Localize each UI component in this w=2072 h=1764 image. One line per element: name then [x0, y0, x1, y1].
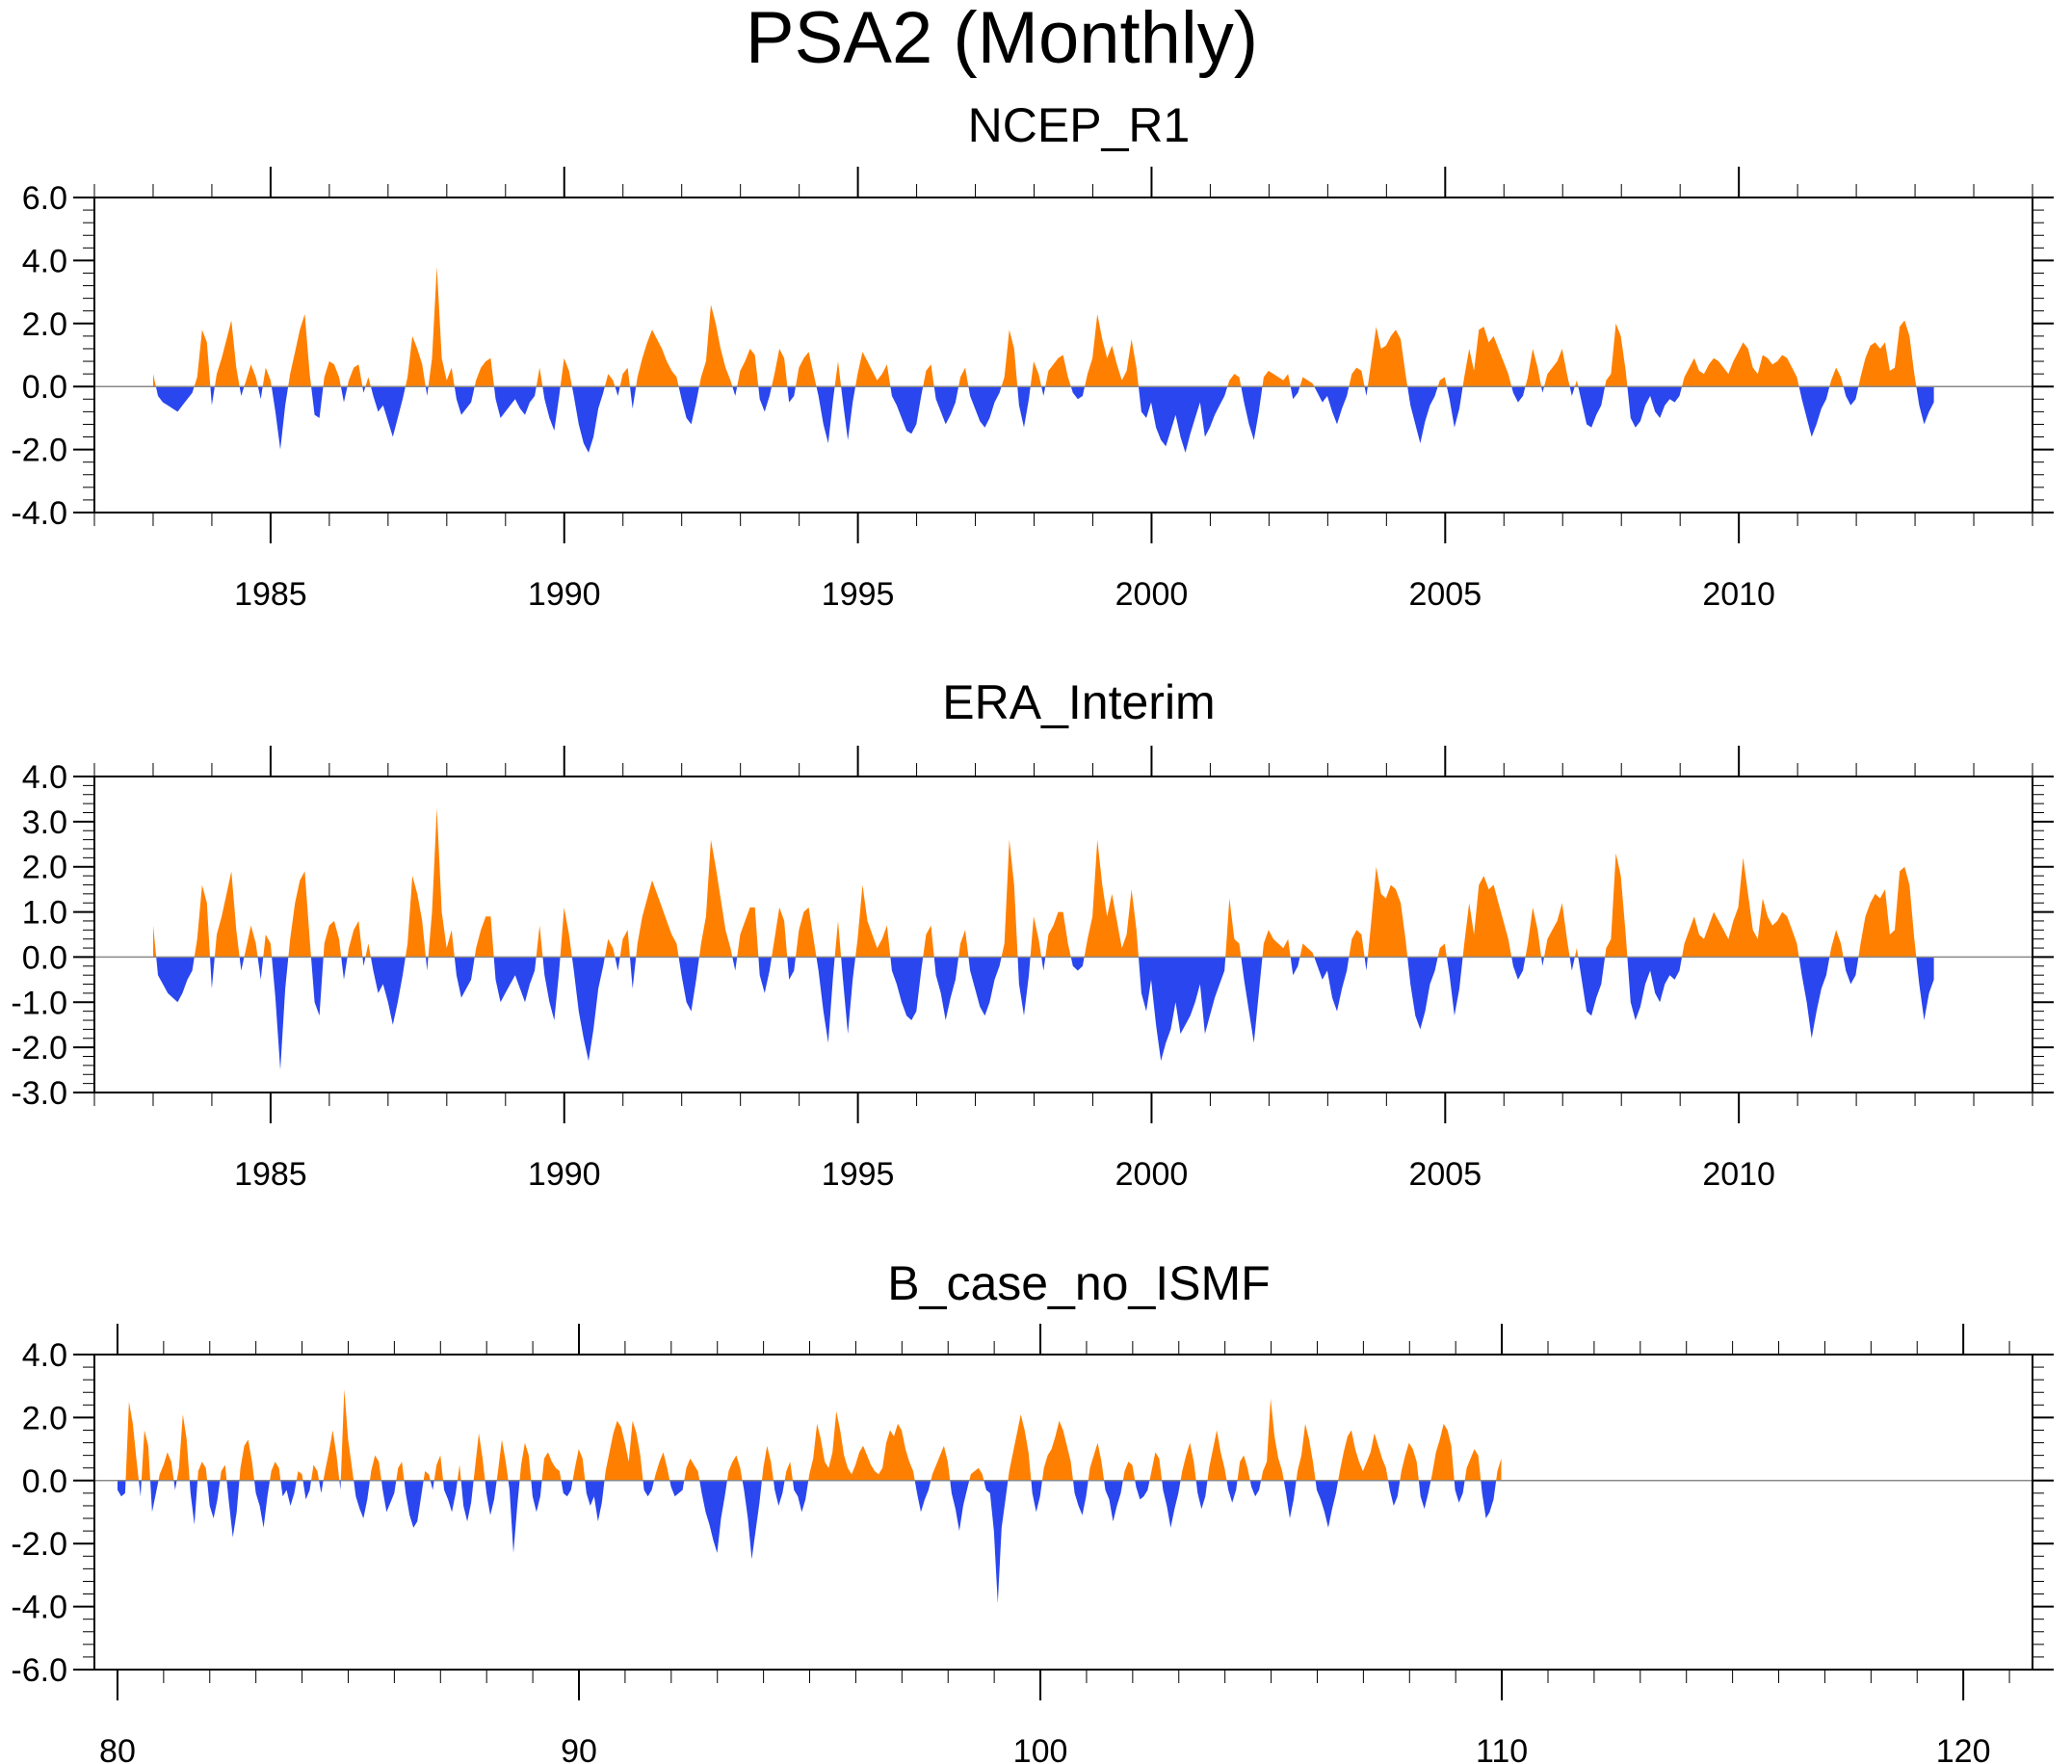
x-tick-label: 1990 — [528, 576, 601, 613]
y-tick-label: 2.0 — [22, 306, 67, 343]
y-tick-label: 2.0 — [22, 1400, 67, 1436]
y-tick-label: 4.0 — [22, 1337, 67, 1374]
y-tick-label: 0.0 — [22, 939, 67, 976]
x-tick-label: 2005 — [1408, 576, 1482, 613]
x-tick-label: 80 — [99, 1733, 136, 1764]
x-tick-label: 90 — [561, 1733, 597, 1764]
series-area-positive-ncep-r1 — [153, 266, 1917, 387]
y-tick-label: 2.0 — [22, 850, 67, 886]
y-tick-label: 1.0 — [22, 895, 67, 932]
panel-title-b-case-no-ismf: B_case_no_ISMF — [887, 1256, 1271, 1310]
y-tick-label: 0.0 — [22, 1463, 67, 1500]
panel-title-era-interim: ERA_Interim — [942, 675, 1216, 729]
x-tick-label: 1985 — [234, 576, 307, 613]
plot-frame-ncep-r1 — [93, 197, 2033, 513]
series-area-negative-b-case-no-ismf — [118, 1480, 1497, 1604]
x-tick-label: 2005 — [1408, 1156, 1482, 1193]
x-tick-label: 2000 — [1115, 576, 1189, 613]
y-tick-label: -2.0 — [11, 1526, 67, 1563]
series-area-positive-era-interim — [153, 807, 1934, 958]
y-tick-label: -3.0 — [11, 1075, 67, 1112]
series-area-positive-b-case-no-ismf — [118, 1389, 1502, 1481]
y-tick-label: 4.0 — [22, 759, 67, 796]
x-tick-label: 1995 — [822, 1156, 895, 1193]
y-tick-label: 3.0 — [22, 804, 67, 841]
panel-title-ncep-r1: NCEP_R1 — [967, 98, 1191, 152]
x-tick-label: 2000 — [1115, 1156, 1189, 1193]
x-tick-label: 2010 — [1702, 1156, 1775, 1193]
y-tick-label: -1.0 — [11, 985, 67, 1021]
y-tick-label: -6.0 — [11, 1652, 67, 1689]
figure-title: PSA2 (Monthly) — [745, 0, 1259, 79]
plot-frame-era-interim — [93, 776, 2033, 1093]
y-tick-label: -2.0 — [11, 1030, 67, 1066]
y-tick-label: 4.0 — [22, 243, 67, 279]
x-tick-label: 2010 — [1702, 576, 1775, 613]
x-tick-label: 1985 — [234, 1156, 307, 1193]
y-tick-label: 6.0 — [22, 180, 67, 217]
y-tick-label: -2.0 — [11, 433, 67, 469]
y-tick-label: -4.0 — [11, 1590, 67, 1626]
x-tick-label: 1995 — [822, 576, 895, 613]
y-tick-label: -4.0 — [11, 495, 67, 532]
x-tick-label: 120 — [1936, 1733, 1991, 1764]
x-tick-label: 100 — [1013, 1733, 1068, 1764]
x-tick-label: 110 — [1476, 1733, 1528, 1764]
plot-frame-b-case-no-ismf — [93, 1354, 2033, 1671]
y-tick-label: 0.0 — [22, 369, 67, 406]
x-tick-label: 1990 — [528, 1156, 601, 1193]
